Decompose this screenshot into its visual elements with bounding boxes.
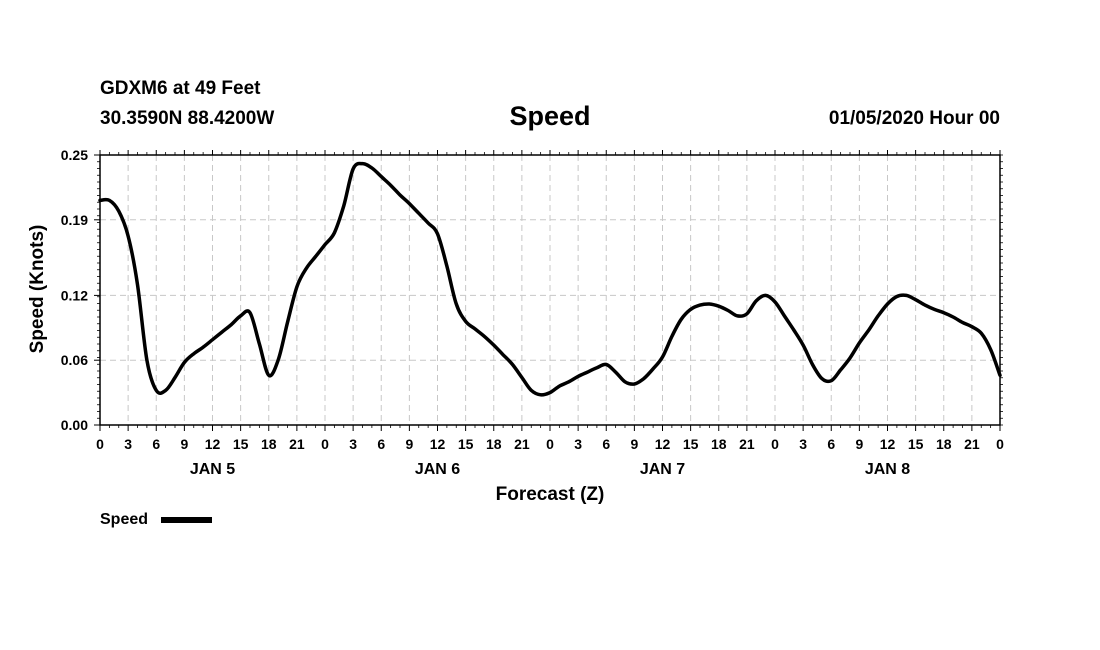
x-tick-label: 3: [124, 436, 132, 452]
x-tick-label: 9: [855, 436, 863, 452]
x-tick-label: 3: [799, 436, 807, 452]
x-tick-label: 0: [96, 436, 104, 452]
x-tick-label: 18: [936, 436, 952, 452]
legend-swatch: [161, 517, 212, 523]
x-tick-label: 18: [486, 436, 502, 452]
x-tick-label: 9: [630, 436, 638, 452]
plot-frame: [99, 154, 1001, 426]
x-tick-label: 15: [233, 436, 249, 452]
y-tick-label: 0.25: [61, 147, 88, 163]
chart-title: Speed: [509, 101, 590, 131]
y-tick-label: 0.12: [61, 287, 88, 303]
x-tick-label: 18: [261, 436, 277, 452]
x-tick-label: 15: [908, 436, 924, 452]
y-axis-label: Speed (Knots): [27, 225, 48, 354]
day-label: JAN 7: [640, 461, 685, 478]
x-tick-label: 18: [711, 436, 727, 452]
y-tick-label: 0.19: [61, 212, 88, 228]
x-tick-label: 6: [827, 436, 835, 452]
x-tick-label: 15: [458, 436, 474, 452]
x-tick-label: 12: [430, 436, 446, 452]
day-label: JAN 6: [415, 461, 460, 478]
x-tick-label: 0: [996, 436, 1004, 452]
station-label: GDXM6 at 49 Feet: [100, 78, 261, 99]
x-tick-label: 3: [349, 436, 357, 452]
x-tick-label: 12: [205, 436, 221, 452]
x-tick-label: 12: [655, 436, 671, 452]
y-axis-ticks: 0.00 0.06 0.12 0.19 0.25: [61, 147, 100, 433]
y-tick-label: 0.06: [61, 352, 88, 368]
x-tick-label: 0: [321, 436, 329, 452]
x-tick-label: 21: [514, 436, 530, 452]
x-tick-label: 21: [739, 436, 755, 452]
speed-series-line: [98, 161, 1002, 397]
x-tick-label: 3: [574, 436, 582, 452]
legend-label: Speed: [100, 511, 148, 528]
day-label: JAN 8: [865, 461, 910, 478]
x-tick-label: 9: [405, 436, 413, 452]
x-tick-label: 0: [771, 436, 779, 452]
x-axis-ticks: 0 3 6 9 12 15 18 21 0 3 6 9 12 15 18 21 0 3 6 9 12 15 18 21 0 3 6 9…: [96, 150, 1004, 452]
day-label: JAN 5: [190, 461, 235, 478]
coordinates-label: 30.3590N 88.4200W: [100, 108, 274, 129]
x-tick-label: 6: [602, 436, 610, 452]
x-tick-label: 21: [289, 436, 305, 452]
x-tick-label: 6: [152, 436, 160, 452]
x-axis-label: Forecast (Z): [496, 484, 605, 505]
forecast-date-label: 01/05/2020 Hour 00: [829, 108, 1000, 129]
x-tick-label: 21: [964, 436, 980, 452]
x-tick-label: 12: [880, 436, 896, 452]
x-tick-label: 9: [180, 436, 188, 452]
x-tick-label: 15: [683, 436, 699, 452]
y-tick-label: 0.00: [61, 417, 88, 433]
day-labels: JAN 5 JAN 6 JAN 7 JAN 8: [190, 461, 910, 478]
grid: [100, 155, 1000, 425]
x-tick-label: 6: [377, 436, 385, 452]
x-tick-label: 0: [546, 436, 554, 452]
